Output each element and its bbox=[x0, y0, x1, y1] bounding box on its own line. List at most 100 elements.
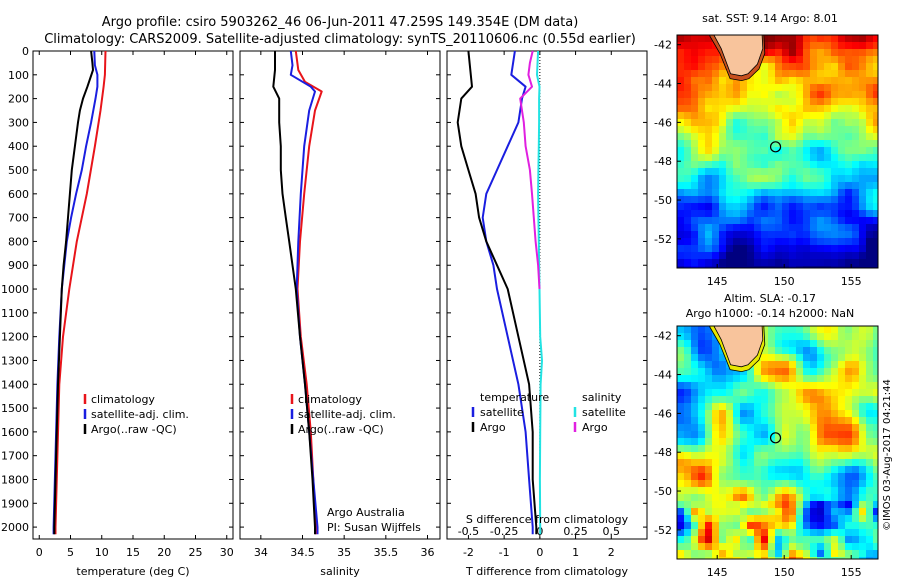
sst_map-cell bbox=[691, 49, 699, 57]
sla_map-cell bbox=[803, 431, 811, 439]
sla_map-cell bbox=[726, 550, 734, 558]
sst_map-cell bbox=[845, 126, 853, 134]
sla_map-cell bbox=[677, 326, 685, 334]
sla_map-cell bbox=[789, 347, 797, 355]
sst_map-cell bbox=[761, 224, 769, 232]
sla_map-cell bbox=[845, 529, 853, 537]
sst_map-cell bbox=[726, 161, 734, 169]
sst_map-cell bbox=[810, 259, 818, 267]
sla_map-cell bbox=[831, 508, 839, 516]
salinity-annotation-line2: PI: Susan Wijffels bbox=[327, 521, 421, 534]
sla_map-cell bbox=[761, 375, 769, 383]
sla_map-xtick-label: 145 bbox=[707, 566, 728, 579]
sst_map-cell bbox=[677, 147, 685, 155]
sst_map-cell bbox=[726, 182, 734, 190]
sst_map-cell bbox=[768, 252, 776, 260]
sst_map-cell bbox=[726, 217, 734, 225]
sst_map-cell bbox=[789, 133, 797, 141]
sla_map-cell bbox=[733, 557, 741, 559]
sst_map-cell bbox=[831, 133, 839, 141]
sst_map-cell bbox=[824, 98, 832, 106]
sla_map-cell bbox=[698, 326, 706, 334]
sst_map-cell bbox=[831, 77, 839, 85]
sla_map-cell bbox=[677, 361, 685, 369]
sst_map-cell bbox=[873, 154, 878, 162]
sst_map-cell bbox=[775, 35, 783, 43]
sst_map-cell bbox=[761, 77, 769, 85]
sla_map-cell bbox=[719, 382, 727, 390]
sla_map-cell bbox=[873, 536, 878, 544]
sla_map-cell bbox=[852, 382, 860, 390]
sla_map-cell bbox=[845, 466, 853, 474]
sst_map-cell bbox=[705, 77, 713, 85]
sst_map-cell bbox=[796, 112, 804, 120]
sla_map-cell bbox=[810, 333, 818, 341]
sst_map-cell bbox=[719, 245, 727, 253]
sla_map-cell bbox=[824, 494, 832, 502]
sst_map-cell bbox=[768, 175, 776, 183]
difference-xtick-label: 1 bbox=[572, 546, 579, 559]
sst_map-cell bbox=[845, 147, 853, 155]
sst_map-cell bbox=[866, 147, 874, 155]
sst_map-cell bbox=[782, 203, 790, 211]
sst_map-cell bbox=[677, 133, 685, 141]
sla_map-cell bbox=[733, 536, 741, 544]
sst_map-cell bbox=[698, 224, 706, 232]
sla_map-cell bbox=[684, 452, 692, 460]
sla_map-cell bbox=[789, 424, 797, 432]
sst_map-cell bbox=[761, 112, 769, 120]
sst_map-cell bbox=[817, 84, 825, 92]
sst_map-cell bbox=[824, 70, 832, 78]
sla_map-cell bbox=[677, 333, 685, 341]
sla_map-cell bbox=[803, 340, 811, 348]
sla_map-cell bbox=[859, 382, 867, 390]
sla_map-cell bbox=[866, 487, 874, 495]
sst_map-cell bbox=[782, 98, 790, 106]
salinity-diff-tick-label: -0.5 bbox=[458, 525, 479, 538]
sla_map-cell bbox=[831, 487, 839, 495]
sla_map-cell bbox=[740, 459, 748, 467]
sla_map-cell bbox=[873, 508, 878, 516]
sla_map-cell bbox=[859, 480, 867, 488]
sst_map-cell bbox=[782, 238, 790, 246]
sst_map-cell bbox=[852, 189, 860, 197]
sst_map-cell bbox=[789, 266, 797, 268]
sla_map-cell bbox=[754, 515, 762, 523]
sst_map-cell bbox=[705, 105, 713, 113]
sst_map-cell bbox=[873, 98, 878, 106]
sst_map-cell bbox=[712, 196, 720, 204]
sla_map-cell bbox=[824, 501, 832, 509]
difference-top-xlabel: S difference from climatology bbox=[466, 513, 629, 526]
salinity-xtick-label: 35.5 bbox=[374, 546, 399, 559]
sla_map-cell bbox=[859, 347, 867, 355]
sst_map-cell bbox=[873, 147, 878, 155]
sst_map-cell bbox=[747, 133, 755, 141]
sla_map-cell bbox=[691, 410, 699, 418]
sla_map-cell bbox=[789, 536, 797, 544]
sst_map-cell bbox=[838, 210, 846, 218]
sla_map-cell bbox=[852, 396, 860, 404]
sst_map-cell bbox=[691, 91, 699, 99]
sla_map-cell bbox=[684, 550, 692, 558]
sla_map-cell bbox=[684, 501, 692, 509]
sla_map-cell bbox=[705, 459, 713, 467]
sla_map-cell bbox=[705, 487, 713, 495]
sla_map-cell bbox=[845, 424, 853, 432]
sst_map-cell bbox=[740, 140, 748, 148]
sst_map-cell bbox=[747, 252, 755, 260]
sla_map-cell bbox=[747, 375, 755, 383]
sst_map-cell bbox=[824, 119, 832, 127]
sst_map-cell bbox=[754, 189, 762, 197]
sst_map-cell bbox=[719, 203, 727, 211]
sla_map-cell bbox=[817, 361, 825, 369]
sst_map-cell bbox=[866, 77, 874, 85]
sla_map-cell bbox=[796, 543, 804, 551]
sla_map-cell bbox=[768, 494, 776, 502]
sla_map-cell bbox=[705, 473, 713, 481]
sla_map-cell bbox=[810, 347, 818, 355]
sst_map-cell bbox=[866, 98, 874, 106]
sla_map-cell bbox=[677, 368, 685, 376]
sst_map-cell bbox=[691, 196, 699, 204]
sst_map-cell bbox=[852, 126, 860, 134]
sla_map-cell bbox=[698, 333, 706, 341]
